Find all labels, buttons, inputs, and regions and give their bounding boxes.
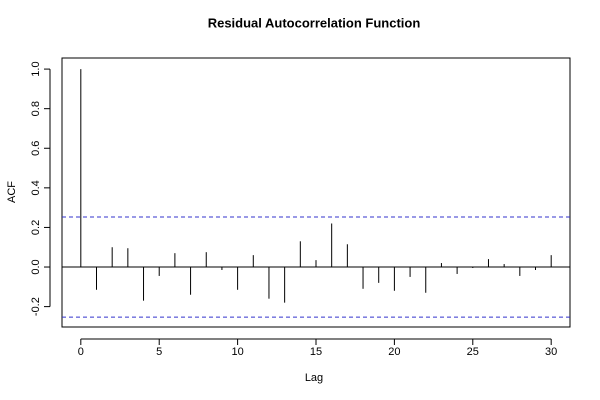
- y-tick-label: 0.2: [30, 220, 42, 235]
- x-tick-label: 15: [310, 346, 322, 358]
- x-tick-label: 10: [231, 346, 243, 358]
- y-tick-label: 0.6: [30, 141, 42, 156]
- x-tick-label: 30: [545, 346, 557, 358]
- x-tick-label: 20: [388, 346, 400, 358]
- y-axis-label: ACF: [6, 181, 18, 203]
- y-tick-label: 0.8: [30, 101, 42, 116]
- y-tick-label: 0.4: [30, 180, 42, 195]
- chart-title: Residual Autocorrelation Function: [208, 15, 421, 30]
- x-axis-label: Lag: [305, 372, 323, 384]
- x-tick-label: 0: [78, 346, 84, 358]
- x-tick-label: 25: [467, 346, 479, 358]
- x-tick-label: 5: [156, 346, 162, 358]
- y-tick-label: 0.0: [30, 259, 42, 274]
- y-tick-label: -0.2: [30, 297, 42, 316]
- plot-frame: [61, 57, 571, 328]
- y-tick-label: 1.0: [30, 61, 42, 76]
